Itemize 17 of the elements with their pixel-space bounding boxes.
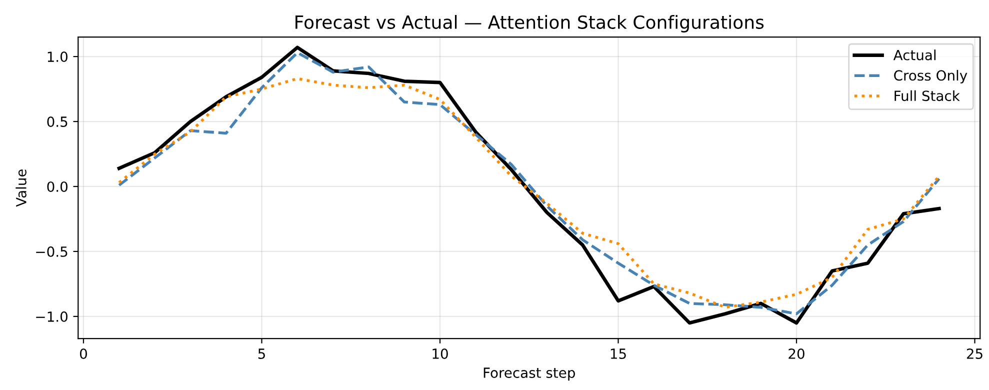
y-tick-label: 0.0 [47, 181, 68, 192]
y-tick-label: 1.0 [48, 52, 68, 62]
y-axis-title: Value [16, 169, 26, 207]
legend-label: Actual [893, 50, 936, 60]
y-tick-label: −1.0 [36, 311, 68, 322]
x-tick-label: 25 [966, 348, 982, 359]
x-tick-label: 15 [610, 348, 626, 359]
x-tick-label: 20 [788, 348, 804, 359]
y-tick-label: 0.5 [47, 116, 68, 127]
chart-title: Forecast vs Actual — Attention Stack Configurations [296, 14, 764, 32]
y-tick-label: −0.5 [36, 246, 68, 257]
x-tick-label: 5 [258, 348, 265, 359]
x-axis-title: Forecast step [484, 368, 575, 381]
x-tick-label: 10 [432, 348, 448, 359]
legend-label: Full Stack [894, 90, 960, 102]
legend-label: Cross Only [894, 70, 968, 84]
x-tick-label: 0 [80, 348, 87, 359]
